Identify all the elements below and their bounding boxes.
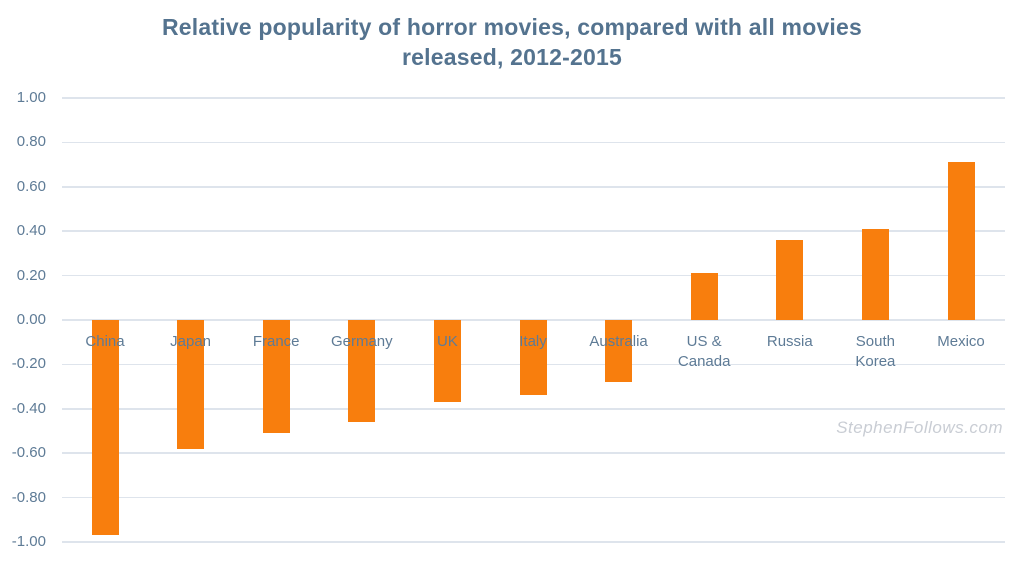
bar-russia: [776, 240, 804, 320]
y-axis: 1.00 0.80 0.60 0.40 0.20 0.00 -0.20 -0.40 -0.60 -…: [0, 89, 46, 550]
y-tick-label: -0.40: [11, 399, 46, 417]
watermark: StephenFollows.com: [836, 418, 1003, 437]
bar-mexico: [947, 162, 975, 320]
gridline: [62, 141, 1005, 144]
gridline: [62, 496, 1005, 499]
gridline: [62, 541, 1005, 543]
category-label-china: China: [85, 333, 125, 350]
chart-title: Relative popularity of horror movies, co…: [0, 12, 1024, 72]
chart-title-line2: released, 2012-2015: [402, 44, 622, 70]
category-label-uk: UK: [436, 333, 458, 350]
category-label-australia: Australia: [589, 333, 648, 350]
category-label-russia: Russia: [766, 333, 813, 350]
gridline: [62, 97, 1005, 99]
y-tick-label: -0.80: [11, 488, 46, 506]
y-tick-label: 0.40: [16, 222, 46, 240]
category-label-south-korea: South Korea: [855, 333, 896, 370]
category-label-france: France: [252, 333, 300, 350]
category-label-mexico: Mexico: [937, 333, 985, 350]
bar-uk: [433, 320, 461, 403]
category-label-japan: Japan: [170, 333, 212, 350]
bar-france: [262, 320, 290, 434]
category-label-germany: Germany: [330, 333, 393, 350]
category-label-italy: Italy: [519, 333, 547, 350]
bar-italy: [519, 320, 547, 396]
gridline: [62, 186, 1005, 188]
gridline: [62, 230, 1005, 232]
bar-japan: [177, 320, 205, 449]
gridline: [62, 274, 1005, 277]
y-tick-label: -1.00: [11, 533, 46, 550]
gridline: [62, 408, 1005, 410]
plot-area: StephenFollows.com China Japan France Germa…: [62, 97, 1005, 543]
y-tick-label: 0.20: [16, 266, 46, 284]
y-tick-label: -0.60: [11, 444, 46, 462]
bar-china: [91, 320, 119, 536]
gridline: [62, 452, 1005, 454]
category-label-us-canada: US & Canada: [677, 333, 731, 370]
y-tick-label: 0.00: [16, 311, 46, 328]
chart-title-line1: Relative popularity of horror movies, co…: [161, 14, 863, 40]
y-tick-label: -0.20: [11, 355, 46, 373]
y-tick-label: 0.80: [16, 133, 46, 151]
bar-us-canada: [690, 273, 718, 320]
y-tick-label: 1.00: [16, 89, 46, 106]
y-tick-label: 0.60: [16, 177, 46, 195]
bar-australia: [605, 320, 633, 383]
bar-south-korea: [861, 228, 889, 320]
bar-germany: [348, 320, 376, 423]
